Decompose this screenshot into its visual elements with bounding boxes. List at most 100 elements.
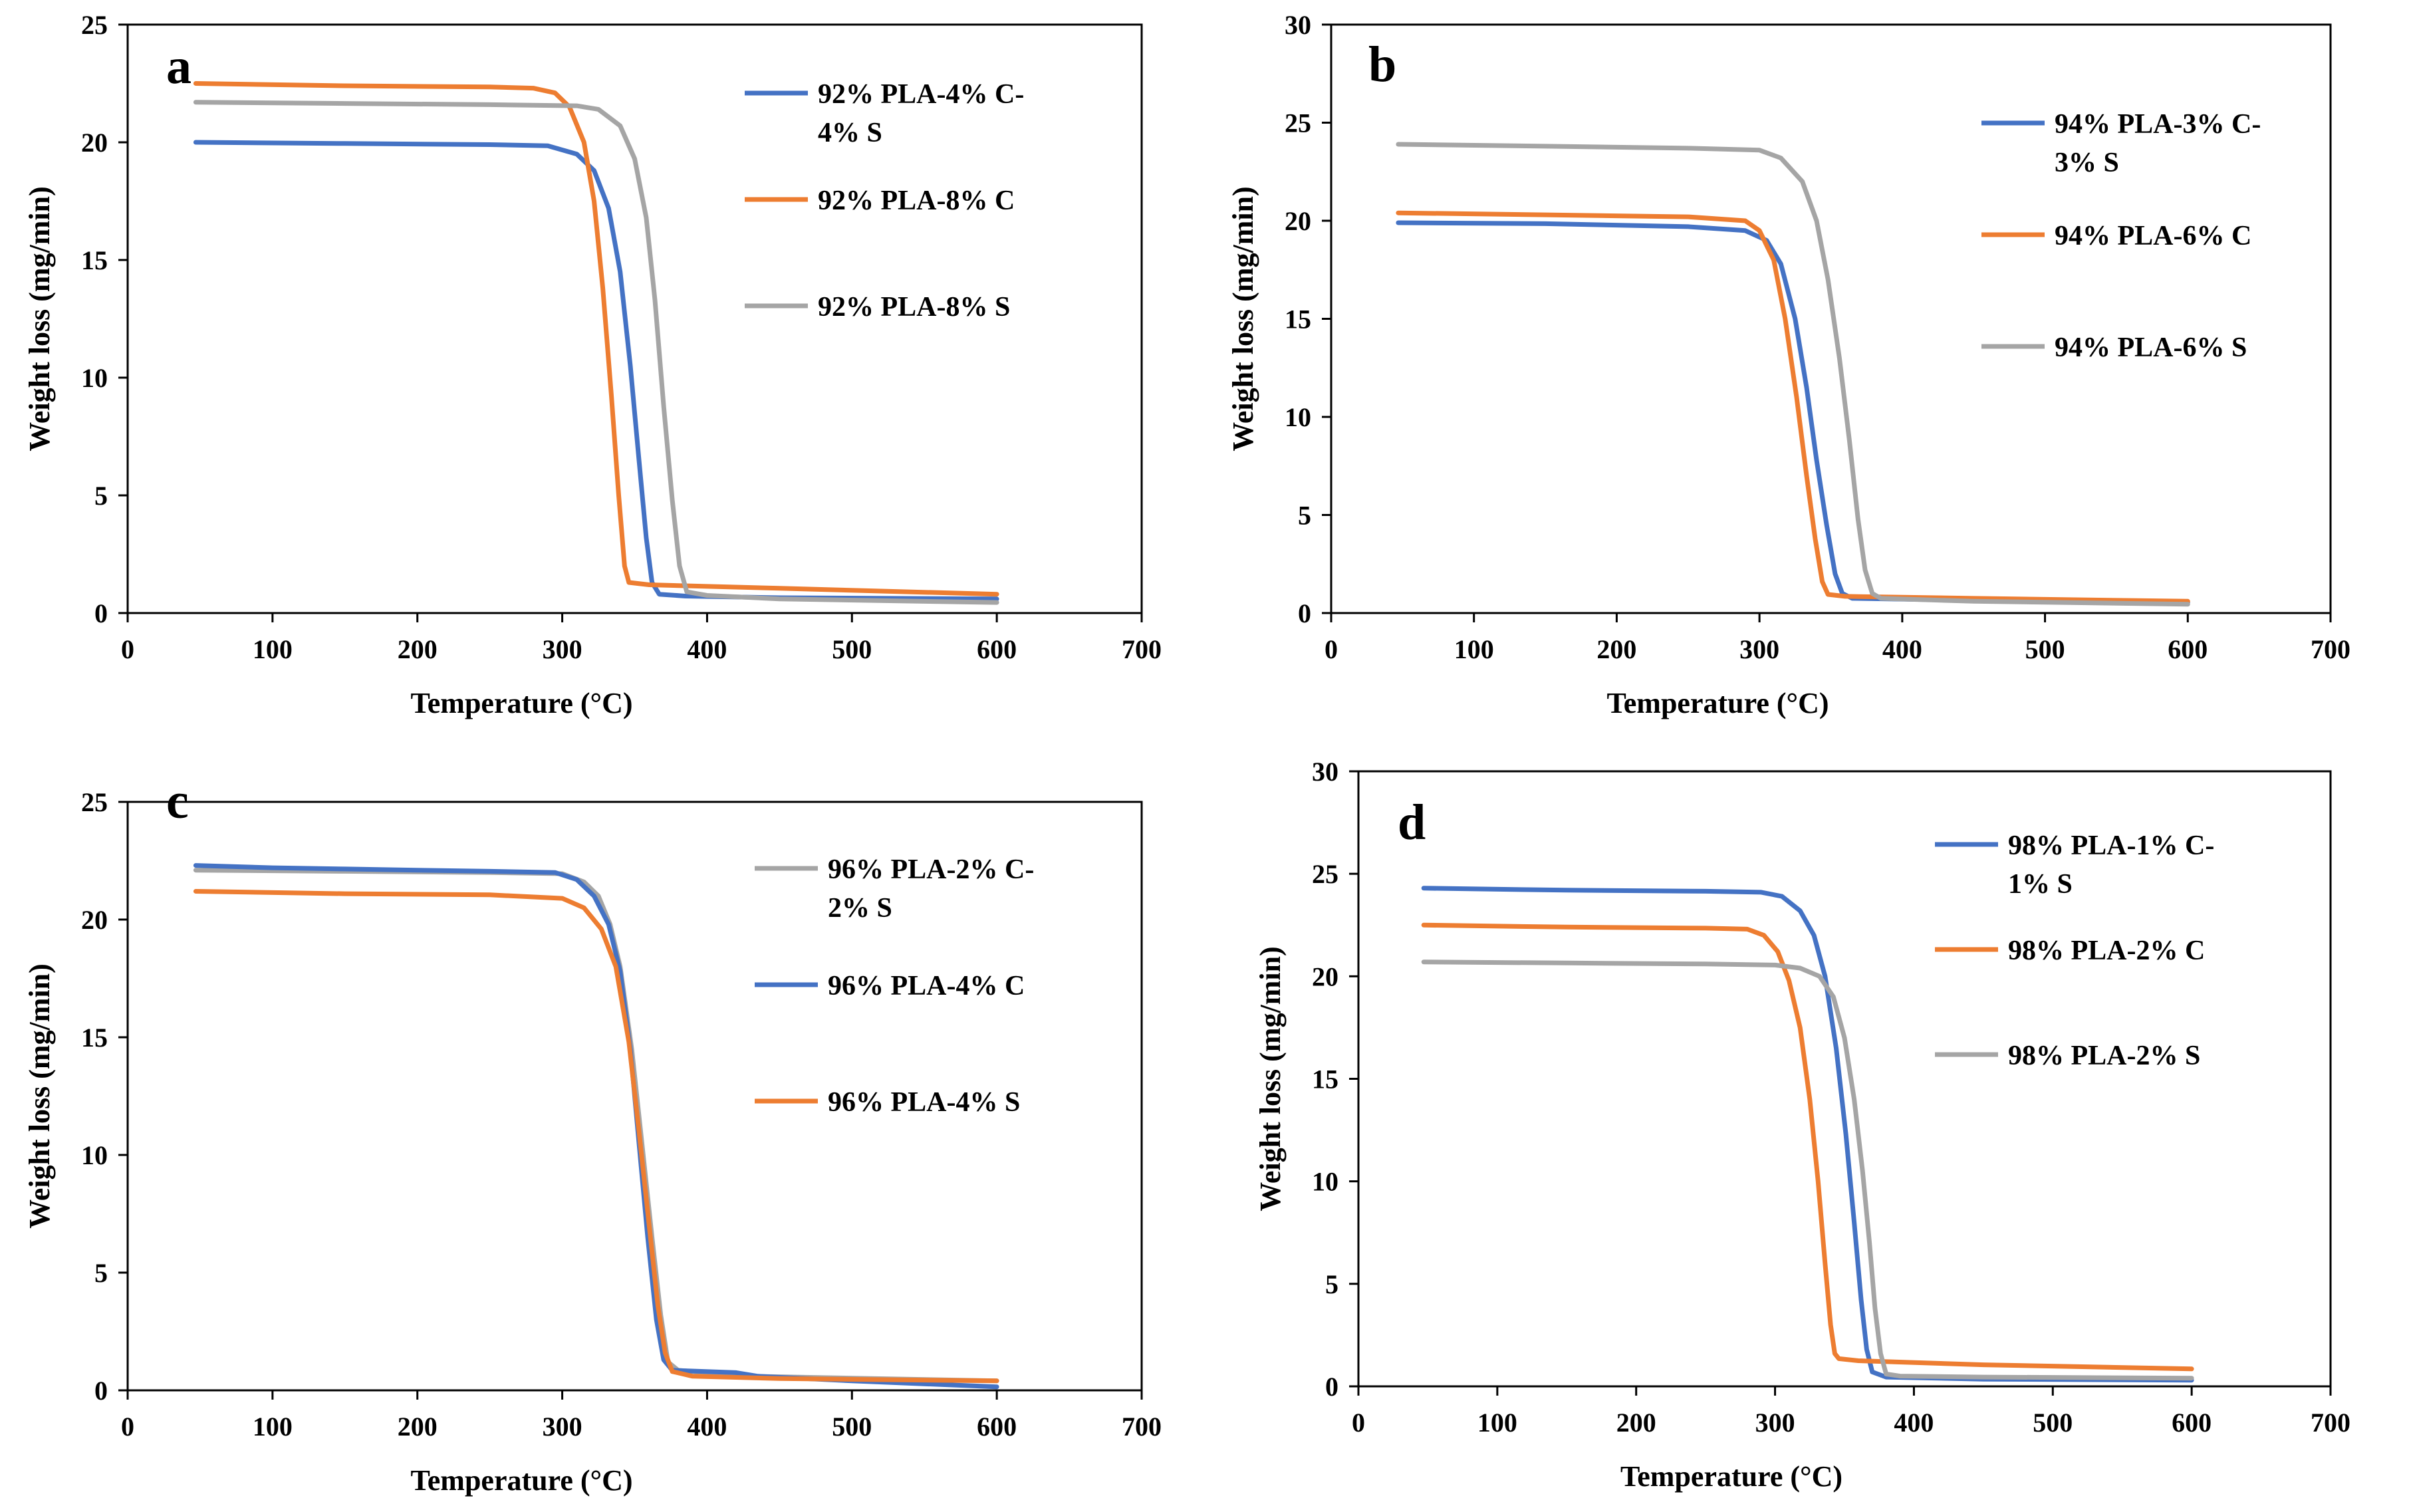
y-tick-label: 0: [94, 1376, 108, 1406]
x-tick-label: 100: [1454, 634, 1494, 664]
x-tick-label: 300: [1755, 1408, 1795, 1438]
x-tick-label: 100: [253, 634, 293, 664]
x-tick-label: 400: [687, 1412, 727, 1442]
series-line: [1421, 922, 2194, 1372]
x-tick-label: 200: [398, 1412, 438, 1442]
y-tick-label: 0: [1298, 598, 1311, 628]
series-line: [1396, 142, 2190, 607]
series-line: [1421, 959, 2194, 1381]
x-axis-title: Temperature (°C): [1620, 1460, 1842, 1493]
x-tick-label: 200: [1596, 634, 1636, 664]
legend: 92% PLA-4% C- 4% S 92% PLA-8% C 92% PLA-8% …: [745, 79, 1024, 322]
x-tick-label: 200: [398, 634, 438, 664]
series-line: [193, 863, 999, 1390]
x-tick-label: 100: [253, 1412, 293, 1442]
y-tick-label: 20: [81, 128, 108, 158]
legend: 98% PLA-1% C- 1% S 98% PLA-2% C 98% PLA-2% …: [1935, 830, 2214, 1071]
legend-label: 98% PLA-1% C-: [2008, 830, 2214, 861]
y-axis-title: Weight loss (mg/min): [1254, 946, 1287, 1211]
series-line: [193, 140, 999, 602]
legend-label: 94% PLA-6% C: [2055, 221, 2251, 251]
y-axis-title: Weight loss (mg/min): [23, 963, 56, 1228]
x-tick-label: 300: [543, 1412, 582, 1442]
y-tick-label: 10: [81, 363, 108, 393]
legend-label: 1% S: [2008, 869, 2073, 900]
series-line: [1396, 210, 2190, 604]
y-tick-label: 15: [81, 245, 108, 275]
x-tick-label: 0: [1352, 1408, 1365, 1438]
y-tick-label: 5: [94, 481, 108, 511]
x-tick-label: 700: [1122, 634, 1162, 664]
y-tick-label: 15: [1285, 305, 1311, 334]
legend-label: 94% PLA-3% C-: [2055, 109, 2261, 140]
legend-label: 96% PLA-4% S: [828, 1087, 1020, 1118]
x-tick-label: 700: [2311, 634, 2350, 664]
y-tick-label: 0: [94, 598, 108, 628]
legend-label: 3% S: [2055, 148, 2119, 178]
x-tick-label: 700: [2311, 1408, 2350, 1438]
legend: 96% PLA-2% C- 2% S 96% PLA-4% C 96% PLA-4% …: [755, 854, 1034, 1118]
x-tick-label: 400: [1894, 1408, 1934, 1438]
series-line: [193, 81, 999, 597]
legend-label: 96% PLA-2% C-: [828, 854, 1034, 885]
x-axis-title: Temperature (°C): [410, 1464, 632, 1497]
panel-letter: d: [1398, 795, 1426, 850]
y-axis-title: Weight loss (mg/min): [1227, 186, 1259, 451]
panel-c: 0 5 10 15 20 25 0 100 200 300 400 500 600 700 Temperat…: [23, 773, 1162, 1497]
legend-label: 98% PLA-2% S: [2008, 1041, 2200, 1071]
y-axis-title: Weight loss (mg/min): [23, 186, 56, 451]
x-tick-label: 0: [121, 1412, 134, 1442]
y-tick-label: 25: [1285, 108, 1311, 138]
legend-label: 94% PLA-6% S: [2055, 332, 2247, 363]
x-tick-label: 0: [121, 634, 134, 664]
y-tick-label: 15: [81, 1023, 108, 1053]
x-tick-label: 700: [1122, 1412, 1162, 1442]
legend-label: 92% PLA-4% C-: [818, 79, 1024, 110]
x-tick-label: 100: [1477, 1408, 1517, 1438]
legend-label: 92% PLA-8% C: [818, 186, 1015, 216]
y-tick-label: 5: [1325, 1269, 1338, 1299]
x-tick-label: 200: [1616, 1408, 1656, 1438]
y-tick-label: 20: [81, 905, 108, 935]
y-tick-label: 10: [81, 1140, 108, 1170]
x-tick-label: 600: [2172, 1408, 2212, 1438]
panel-a: 0 5 10 15 20 25 0 100 200 300 400 500 600 700 Temperat…: [23, 10, 1162, 719]
y-tick-label: 10: [1285, 402, 1311, 432]
series-line: [1421, 886, 2194, 1383]
x-tick-label: 600: [2168, 634, 2208, 664]
x-tick-label: 500: [832, 1412, 872, 1442]
legend-label: 96% PLA-4% C: [828, 971, 1025, 1001]
x-tick-label: 500: [832, 634, 872, 664]
y-tick-label: 30: [1312, 757, 1338, 787]
x-tick-label: 600: [977, 634, 1017, 664]
series-line: [1396, 220, 2190, 605]
x-tick-label: 600: [977, 1412, 1017, 1442]
y-tick-label: 30: [1285, 10, 1311, 40]
series-line: [193, 100, 999, 605]
x-tick-label: 500: [2033, 1408, 2073, 1438]
legend-label: 2% S: [828, 893, 892, 924]
legend-label: 4% S: [818, 118, 882, 148]
series-line: [193, 889, 999, 1384]
y-tick-label: 20: [1312, 961, 1338, 991]
x-tick-label: 400: [687, 634, 727, 664]
x-tick-label: 500: [2025, 634, 2065, 664]
y-tick-label: 10: [1312, 1167, 1338, 1197]
x-tick-label: 0: [1325, 634, 1338, 664]
plot-frame: [126, 801, 1143, 1392]
y-tick-label: 0: [1325, 1372, 1338, 1402]
y-tick-label: 25: [81, 10, 108, 40]
x-axis-title: Temperature (°C): [410, 687, 632, 719]
legend: 94% PLA-3% C- 3% S 94% PLA-6% C 94% PLA-6% …: [1981, 109, 2261, 363]
x-tick-label: 300: [543, 634, 582, 664]
panel-letter: a: [166, 39, 191, 94]
legend-label: 92% PLA-8% S: [818, 292, 1010, 322]
panel-letter: c: [166, 773, 189, 829]
plot-frame: [1357, 770, 2332, 1388]
y-tick-label: 5: [1298, 501, 1311, 531]
series-line: [193, 868, 999, 1384]
y-tick-label: 20: [1285, 206, 1311, 236]
